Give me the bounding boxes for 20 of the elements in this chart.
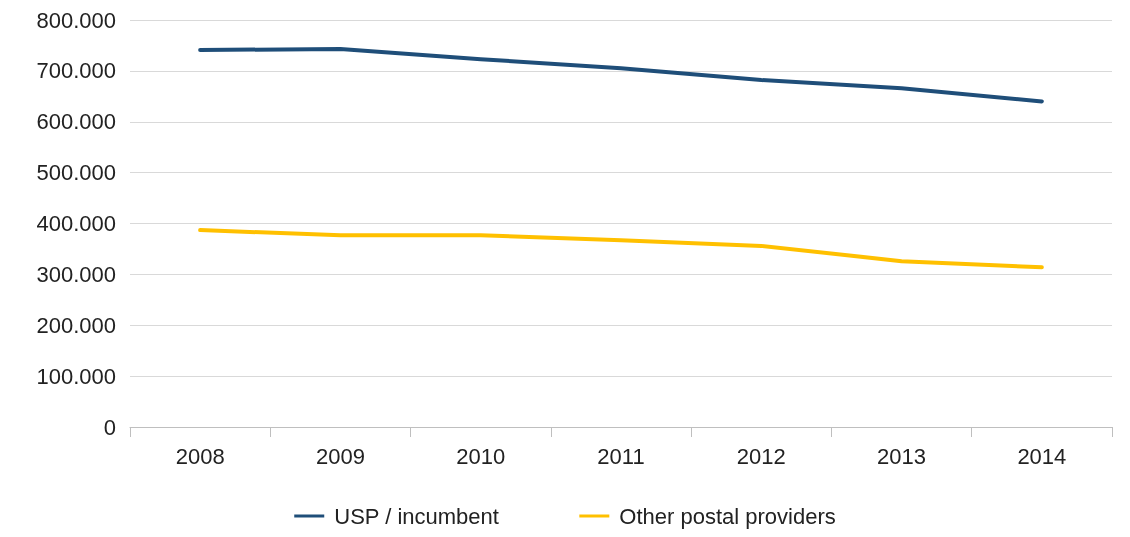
x-tick-label: 2008: [175, 443, 225, 469]
x-tick-label: 2011: [597, 443, 645, 469]
y-tick-label: 300.000: [36, 261, 116, 287]
y-tick-label: 700.000: [36, 58, 116, 84]
y-tick-label: 600.000: [36, 109, 116, 135]
legend-label: USP / incumbent: [334, 503, 499, 529]
y-tick-label: 800.000: [36, 7, 116, 33]
line-series: [198, 47, 1044, 104]
x-tick-label: 2012: [736, 443, 786, 469]
x-tick-label: 2010: [456, 443, 506, 469]
y-tick-label: 0: [103, 414, 116, 440]
y-tick-label: 200.000: [36, 312, 116, 338]
y-tick-label: 400.000: [36, 211, 116, 236]
x-tick-label: 2009: [315, 443, 365, 469]
y-tick-label: 100.000: [36, 363, 116, 389]
line-series: [198, 228, 1044, 270]
x-tick-label: 2014: [1017, 443, 1067, 469]
legend-label: Other postal providers: [619, 503, 836, 529]
x-tick-label: 2013: [877, 443, 927, 469]
y-tick-label: 500.000: [36, 160, 116, 186]
